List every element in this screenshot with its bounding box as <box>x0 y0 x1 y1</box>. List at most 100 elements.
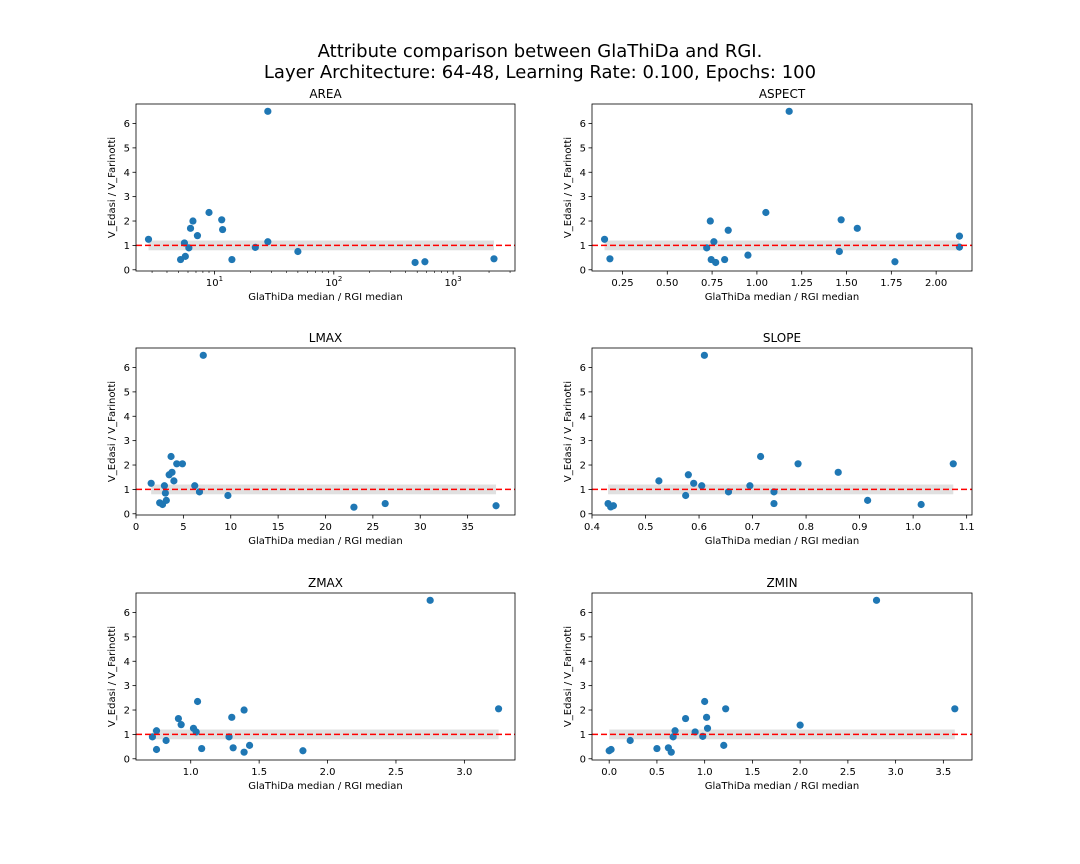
y-tick-label: 5 <box>580 143 586 154</box>
data-point <box>712 258 720 267</box>
x-tick-label-base: 10 <box>206 278 219 289</box>
y-tick-label: 2 <box>580 706 586 717</box>
data-point <box>951 705 959 713</box>
agreement-band <box>608 484 954 495</box>
x-tick-label: 3.0 <box>456 767 472 778</box>
axes-frame <box>591 103 973 272</box>
data-point <box>219 225 227 234</box>
x-tick-label: 0.4 <box>584 522 600 533</box>
data-point <box>682 491 690 500</box>
x-tick-label: 1.5 <box>744 767 760 778</box>
x-tick-label: 2.0 <box>320 767 336 778</box>
data-point <box>162 496 170 504</box>
data-point <box>835 247 843 256</box>
x-tick-label-base: 2.0 <box>320 767 336 778</box>
x-axis-label: GlaThiDa median / RGI median <box>705 781 859 792</box>
x-tick-label-base: 2.00 <box>925 278 947 289</box>
y-tick-label: 6 <box>580 119 586 130</box>
data-point <box>700 351 708 359</box>
x-tick-label-base: 0 <box>133 522 139 533</box>
data-point <box>701 697 709 706</box>
x-tick-label: 0.5 <box>638 522 654 533</box>
y-tick-label: 6 <box>124 363 130 374</box>
x-tick-label-base: 30 <box>414 522 427 533</box>
x-tick-label: 101 <box>206 275 223 289</box>
axes-frame <box>135 592 516 761</box>
x-tick-label-base: 0.7 <box>745 522 761 533</box>
y-tick-label: 6 <box>124 119 130 130</box>
data-point <box>949 460 957 468</box>
data-point <box>720 741 728 749</box>
data-point <box>160 482 169 490</box>
data-point <box>162 736 170 745</box>
x-axis-label: GlaThiDa median / RGI median <box>705 292 859 303</box>
subplot-title: ZMIN <box>766 576 797 590</box>
x-tick-label-base: 1.0 <box>905 522 921 533</box>
x-tick-label: 10 <box>224 522 237 533</box>
y-tick-label: 5 <box>580 387 586 398</box>
data-point <box>834 468 842 476</box>
axes-frame <box>135 103 516 272</box>
y-tick-label: 4 <box>580 412 586 423</box>
x-tick-label-base: 3.0 <box>456 767 472 778</box>
y-axis-label: V_Edasi / V_Farinotti <box>563 137 574 238</box>
y-tick-label: 5 <box>124 143 130 154</box>
x-tick-label: 2.0 <box>792 767 808 778</box>
y-tick-label: 4 <box>580 657 586 668</box>
data-point <box>173 460 181 468</box>
x-tick-label: 30 <box>414 522 427 533</box>
x-tick-label-base: 1.75 <box>880 278 902 289</box>
x-tick-label: 0.6 <box>691 522 707 533</box>
x-tick-label-base: 1.50 <box>835 278 857 289</box>
x-tick-label: 1.5 <box>251 767 267 778</box>
y-tick-label: 1 <box>124 730 130 741</box>
data-point <box>955 243 964 251</box>
data-point <box>671 727 679 735</box>
figure-title-line2: Layer Architecture: 64-48, Learning Rate… <box>264 62 816 83</box>
data-point <box>681 714 690 723</box>
x-tick-label: 0.9 <box>852 522 868 533</box>
data-point <box>853 224 861 232</box>
data-point <box>381 499 389 508</box>
data-point <box>294 247 302 256</box>
y-tick-label: 0 <box>580 509 586 520</box>
x-tick-label-base: 1.0 <box>183 767 199 778</box>
agreement-band <box>151 484 497 495</box>
data-point <box>168 468 176 476</box>
data-point <box>191 482 199 490</box>
x-tick-label: 1.0 <box>697 767 713 778</box>
subplot-title: ASPECT <box>759 87 806 101</box>
data-point <box>702 713 711 721</box>
data-point <box>198 744 206 753</box>
data-point <box>494 705 503 713</box>
y-tick-label: 2 <box>124 461 130 472</box>
data-point <box>218 216 226 224</box>
data-point <box>864 496 872 504</box>
y-axis-label: V_Edasi / V_Farinotti <box>563 626 574 727</box>
data-point <box>167 452 175 461</box>
y-tick-label: 0 <box>124 265 130 276</box>
x-tick-label-base: 0.8 <box>798 522 814 533</box>
x-tick-label: 15 <box>272 522 285 533</box>
x-tick-label: 1.0 <box>905 522 921 533</box>
data-point <box>796 721 804 729</box>
y-tick-label: 6 <box>580 363 586 374</box>
x-tick-label: 1.1 <box>959 522 975 533</box>
x-axis-label: GlaThiDa median / RGI median <box>248 292 402 303</box>
x-tick-label: 5 <box>180 522 186 533</box>
y-tick-label: 0 <box>580 754 586 765</box>
x-tick-label: 0.5 <box>649 767 665 778</box>
data-point <box>698 482 706 490</box>
data-point <box>152 727 161 735</box>
x-axis-label: GlaThiDa median / RGI median <box>705 536 859 547</box>
x-tick-label: 3.5 <box>935 767 951 778</box>
x-tick-label-base: 0.50 <box>656 278 678 289</box>
x-tick-label-base: 0.0 <box>601 767 617 778</box>
data-point <box>264 238 272 246</box>
data-point <box>199 351 207 359</box>
data-point <box>181 252 189 260</box>
subplot-title: AREA <box>309 87 342 101</box>
data-point <box>606 255 614 263</box>
data-point <box>186 224 195 232</box>
y-tick-label: 5 <box>580 632 586 643</box>
